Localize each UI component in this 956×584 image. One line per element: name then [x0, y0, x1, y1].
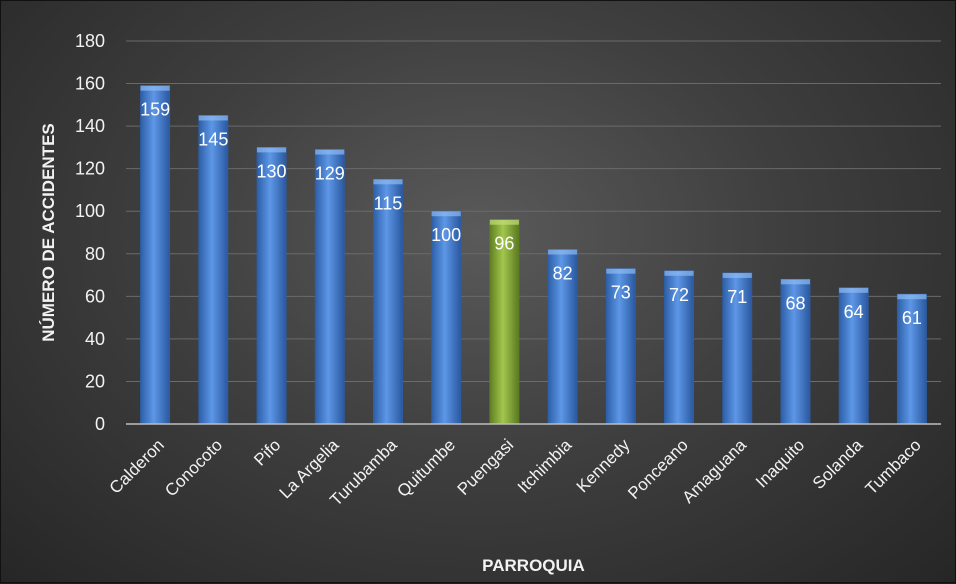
- data-label: 145: [198, 129, 228, 149]
- bar-cap: [664, 270, 694, 276]
- bar-cap: [315, 149, 345, 155]
- data-label: 100: [431, 225, 461, 245]
- x-category-label: Kennedy: [573, 435, 634, 496]
- x-category-label: Solanda: [809, 435, 867, 493]
- y-tick-label: 140: [75, 116, 105, 136]
- bar-pifo: [256, 146, 287, 425]
- bars: [140, 85, 927, 425]
- y-tick-label: 80: [85, 244, 105, 264]
- bar-cap: [606, 268, 636, 274]
- bar-cap: [373, 179, 403, 185]
- data-labels: 159 145 130 129 115 100 96 82 73 72 71 68 64 61: [140, 100, 922, 329]
- bar-cap: [839, 287, 869, 293]
- y-tick-label: 180: [75, 31, 105, 51]
- y-tick-label: 100: [75, 201, 105, 221]
- x-category-label: Inaquito: [752, 435, 808, 491]
- y-tick-label: 20: [85, 371, 105, 391]
- data-label: 129: [315, 164, 345, 184]
- bar-cap: [198, 115, 228, 121]
- bar-la-argelia: [314, 149, 345, 425]
- bar-tumbaco: [896, 293, 927, 425]
- y-tick-label: 120: [75, 159, 105, 179]
- bar-quitumbe: [431, 210, 462, 425]
- x-category-label: Quitumbe: [393, 435, 459, 501]
- bar-cap: [256, 147, 287, 153]
- x-category-label: Calderon: [106, 435, 168, 497]
- bar-cap: [140, 85, 170, 91]
- y-tick-label: 60: [85, 286, 105, 306]
- x-category-label: Conocoto: [161, 435, 226, 500]
- x-axis-title: PARROQUIA: [482, 556, 585, 575]
- bar-cap: [780, 279, 811, 285]
- data-label: 72: [669, 285, 689, 305]
- data-label: 73: [611, 283, 631, 303]
- bar-calderon: [140, 85, 171, 425]
- x-category-label: Amaguana: [678, 435, 750, 507]
- y-tick-labels: 0 20 40 60 80 100 120 140 160 180: [75, 31, 105, 434]
- data-label: 115: [374, 193, 403, 213]
- bar-cap: [431, 211, 461, 217]
- data-label: 64: [844, 302, 864, 322]
- bar-conocoto: [198, 115, 229, 425]
- data-label: 159: [140, 100, 170, 120]
- data-label: 68: [785, 293, 805, 313]
- gridlines: [126, 40, 941, 382]
- bar-turubamba: [373, 178, 403, 425]
- data-label: 71: [727, 287, 747, 307]
- x-category-label: Pifo: [250, 435, 284, 469]
- data-label: 130: [257, 161, 287, 181]
- bar-solanda: [838, 287, 869, 425]
- y-tick-label: 40: [85, 329, 105, 349]
- bar-cap: [489, 219, 519, 225]
- x-category-label: Tumbaco: [862, 435, 925, 498]
- y-tick-label: 160: [75, 74, 105, 94]
- data-label: 82: [553, 264, 573, 284]
- bar-cap: [548, 249, 578, 255]
- bar-amaguana: [722, 272, 753, 425]
- y-tick-label: 0: [95, 414, 105, 434]
- data-label: 61: [902, 308, 922, 328]
- x-category-label: Itchimbia: [514, 435, 576, 497]
- y-axis-title: NÚMERO DE ACCIDENTES: [39, 123, 58, 342]
- x-category-label: Puengasi: [454, 435, 518, 499]
- bar-cap: [897, 294, 927, 300]
- data-label: 96: [494, 234, 514, 254]
- bar-cap: [722, 272, 752, 278]
